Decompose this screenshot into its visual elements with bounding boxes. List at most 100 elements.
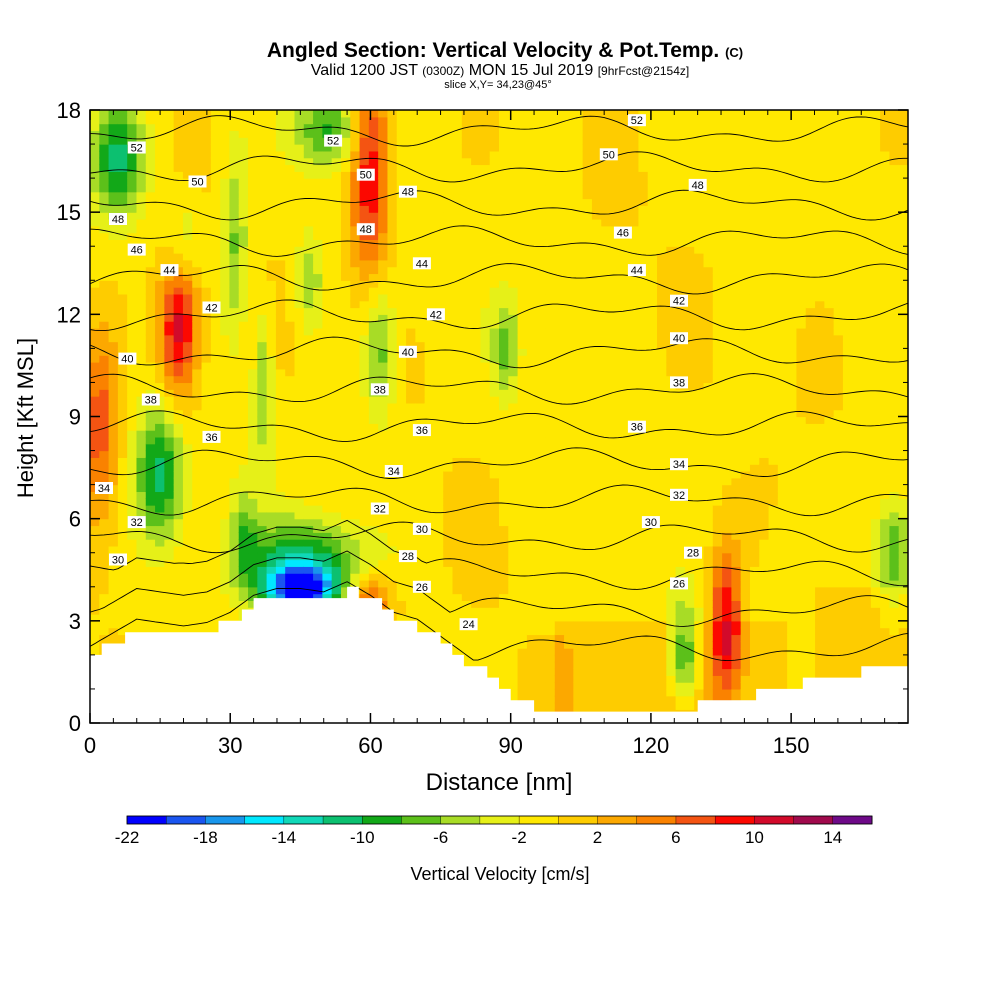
velocity-cell [182, 620, 193, 629]
velocity-cell [554, 327, 565, 336]
velocity-cell [517, 144, 528, 152]
velocity-cell [229, 293, 240, 302]
velocity-cell [266, 382, 277, 390]
velocity-cell [536, 355, 547, 363]
velocity-cell [201, 518, 212, 527]
velocity-cell [99, 246, 110, 254]
velocity-cell [359, 164, 370, 172]
velocity-cell [117, 450, 128, 458]
velocity-cell [526, 144, 537, 152]
velocity-cell [387, 327, 398, 336]
velocity-cell [489, 239, 500, 247]
velocity-cell [582, 280, 593, 288]
velocity-cell [545, 218, 556, 227]
velocity-cell [517, 559, 528, 567]
velocity-cell [554, 695, 565, 704]
velocity-cell [182, 225, 193, 234]
velocity-cell [127, 362, 138, 370]
velocity-cell [536, 600, 547, 608]
velocity-cell [368, 205, 379, 213]
velocity-cell [145, 293, 156, 302]
velocity-cell [220, 232, 231, 241]
velocity-cell [285, 150, 296, 159]
velocity-cell [155, 293, 165, 302]
velocity-cell [117, 348, 128, 356]
velocity-cell [554, 280, 565, 288]
velocity-cell [545, 416, 556, 424]
velocity-cell [90, 484, 100, 493]
velocity-cell [480, 334, 491, 343]
velocity-cell [275, 457, 286, 465]
velocity-cell [443, 505, 454, 513]
velocity-cell [155, 573, 165, 581]
velocity-cell [164, 566, 175, 574]
velocity-cell [526, 327, 537, 336]
velocity-cell [108, 600, 119, 608]
velocity-cell [164, 375, 175, 384]
velocity-cell [396, 498, 407, 506]
velocity-cell [322, 443, 333, 452]
velocity-cell [461, 443, 472, 452]
velocity-cell [452, 171, 463, 179]
velocity-cell [517, 218, 528, 227]
velocity-cell [303, 573, 314, 581]
velocity-cell [136, 573, 147, 581]
velocity-cell [350, 552, 361, 561]
velocity-cell [554, 682, 565, 690]
velocity-cell [285, 362, 296, 370]
velocity-cell [508, 314, 519, 322]
velocity-cell [136, 355, 147, 363]
velocity-cell [145, 423, 156, 431]
velocity-cell [192, 293, 203, 302]
velocity-cell [257, 368, 268, 377]
velocity-cell [554, 668, 565, 676]
velocity-cell [136, 184, 147, 193]
velocity-cell [331, 246, 342, 254]
velocity-cell [461, 239, 472, 247]
velocity-cell [582, 314, 593, 322]
velocity-cell [303, 137, 314, 145]
velocity-cell [257, 362, 268, 370]
velocity-cell [108, 232, 119, 241]
velocity-cell [443, 470, 454, 479]
velocity-cell [480, 327, 491, 336]
velocity-cell [591, 688, 602, 697]
velocity-cell [275, 430, 286, 438]
velocity-cell [182, 259, 193, 268]
velocity-cell [201, 450, 212, 458]
velocity-cell [387, 368, 398, 377]
velocity-cell [573, 116, 584, 125]
velocity-cell [229, 259, 240, 268]
velocity-cell [173, 239, 184, 247]
velocity-cell [294, 532, 305, 540]
velocity-cell [461, 327, 472, 336]
velocity-cell [313, 273, 323, 281]
velocity-cell [517, 545, 528, 554]
velocity-cell [536, 614, 547, 622]
velocity-cell [443, 205, 454, 213]
velocity-cell [415, 130, 426, 138]
velocity-cell [210, 368, 221, 377]
velocity-cell [248, 464, 258, 472]
velocity-cell [508, 355, 519, 363]
velocity-cell [499, 627, 509, 636]
velocity-cell [248, 300, 258, 309]
velocity-cell [489, 287, 500, 295]
velocity-cell [591, 607, 602, 615]
velocity-cell [145, 566, 156, 574]
velocity-cell [489, 164, 500, 172]
velocity-cell [471, 505, 482, 513]
velocity-cell [322, 130, 333, 138]
velocity-cell [461, 287, 472, 295]
velocity-cell [591, 293, 602, 302]
velocity-cell [396, 259, 407, 268]
velocity-cell [192, 559, 203, 567]
velocity-cell [415, 532, 426, 540]
velocity-cell [368, 266, 379, 275]
velocity-cell [90, 368, 100, 377]
velocity-cell [192, 164, 203, 172]
velocity-cell [136, 178, 147, 186]
velocity-cell [573, 307, 584, 315]
velocity-cell [303, 389, 314, 397]
velocity-cell [313, 396, 323, 404]
